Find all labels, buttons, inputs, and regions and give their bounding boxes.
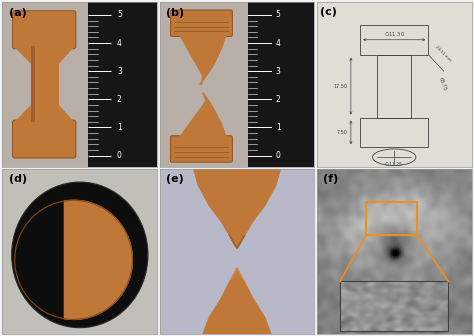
Text: 3: 3 <box>276 67 281 76</box>
Bar <box>31 46 59 123</box>
FancyBboxPatch shape <box>12 11 76 49</box>
Text: 7.50: 7.50 <box>337 130 348 135</box>
Polygon shape <box>180 35 226 84</box>
Text: 63.75: 63.75 <box>438 77 447 92</box>
FancyBboxPatch shape <box>12 120 76 158</box>
Text: (d): (d) <box>9 174 27 184</box>
Text: 17.50: 17.50 <box>334 84 348 89</box>
Polygon shape <box>194 169 280 248</box>
Text: (c): (c) <box>320 7 337 17</box>
Bar <box>340 281 448 331</box>
Polygon shape <box>15 46 73 63</box>
Text: 20.11 mm: 20.11 mm <box>435 45 452 62</box>
Polygon shape <box>180 93 226 137</box>
Bar <box>31 46 35 123</box>
Text: 0: 0 <box>117 151 122 160</box>
Bar <box>377 55 411 118</box>
Text: (f): (f) <box>323 174 338 184</box>
Text: $\varnothing$11.25: $\varnothing$11.25 <box>384 160 404 168</box>
Text: 5: 5 <box>117 10 122 19</box>
Text: (e): (e) <box>166 174 183 184</box>
Text: 1: 1 <box>117 123 122 132</box>
Bar <box>88 2 157 167</box>
Bar <box>360 25 428 55</box>
Polygon shape <box>15 106 73 123</box>
Text: 1: 1 <box>276 123 281 132</box>
Text: 5: 5 <box>276 10 281 19</box>
Text: 3: 3 <box>117 67 122 76</box>
Bar <box>360 118 428 147</box>
FancyBboxPatch shape <box>171 10 232 36</box>
Polygon shape <box>231 268 243 280</box>
Text: 0: 0 <box>276 151 281 160</box>
FancyBboxPatch shape <box>171 136 232 162</box>
Polygon shape <box>64 200 132 320</box>
Text: $\varnothing$11.30: $\varnothing$11.30 <box>383 31 405 38</box>
Ellipse shape <box>12 182 148 328</box>
Text: 4: 4 <box>117 39 122 48</box>
Bar <box>366 202 418 235</box>
Text: 4: 4 <box>276 39 281 48</box>
Bar <box>248 2 314 167</box>
Text: 2: 2 <box>117 95 122 104</box>
Polygon shape <box>203 268 271 334</box>
Text: (a): (a) <box>9 8 27 18</box>
Text: (b): (b) <box>166 8 184 18</box>
Polygon shape <box>229 235 245 248</box>
Text: 2: 2 <box>276 95 281 104</box>
